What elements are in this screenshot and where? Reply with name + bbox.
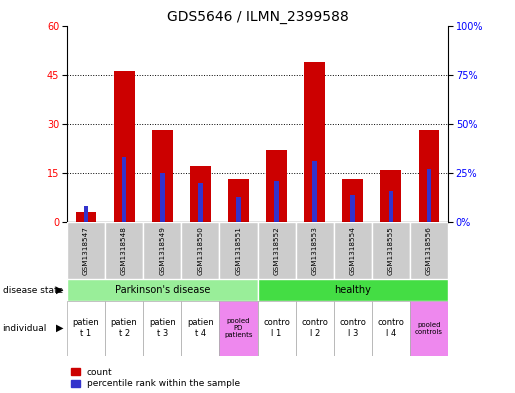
Text: pooled
controls: pooled controls: [415, 321, 443, 335]
Bar: [258, 279, 448, 301]
Text: contro
l 4: contro l 4: [377, 318, 404, 338]
Bar: [419, 130, 439, 222]
Text: Parkinson's disease: Parkinson's disease: [114, 285, 210, 295]
Bar: [114, 72, 134, 222]
Bar: [143, 301, 181, 356]
Text: GSM1318551: GSM1318551: [235, 226, 242, 275]
Bar: [334, 222, 372, 279]
Bar: [258, 222, 296, 279]
Text: GSM1318553: GSM1318553: [312, 226, 318, 275]
Legend: count, percentile rank within the sample: count, percentile rank within the sample: [72, 368, 240, 389]
Bar: [274, 181, 279, 222]
Bar: [122, 157, 126, 222]
Bar: [67, 301, 105, 356]
Text: disease state: disease state: [3, 286, 63, 294]
Bar: [304, 62, 325, 222]
Bar: [181, 301, 219, 356]
Text: GSM1318552: GSM1318552: [273, 226, 280, 275]
Bar: [181, 222, 219, 279]
Text: patien
t 1: patien t 1: [73, 318, 99, 338]
Bar: [105, 222, 143, 279]
Bar: [410, 222, 448, 279]
Text: patien
t 4: patien t 4: [187, 318, 214, 338]
Bar: [105, 301, 143, 356]
Bar: [296, 222, 334, 279]
Text: healthy: healthy: [334, 285, 371, 295]
Text: ▶: ▶: [56, 323, 63, 333]
Text: contro
l 1: contro l 1: [263, 318, 290, 338]
Text: GSM1318547: GSM1318547: [83, 226, 89, 275]
Bar: [236, 196, 241, 222]
Bar: [381, 170, 401, 222]
Bar: [389, 191, 393, 222]
Bar: [143, 222, 181, 279]
Text: contro
l 2: contro l 2: [301, 318, 328, 338]
Bar: [67, 222, 105, 279]
Bar: [372, 301, 410, 356]
Bar: [258, 301, 296, 356]
Bar: [427, 169, 431, 222]
Text: patien
t 2: patien t 2: [111, 318, 138, 338]
Bar: [342, 180, 363, 222]
Text: contro
l 3: contro l 3: [339, 318, 366, 338]
Bar: [67, 279, 258, 301]
Bar: [296, 301, 334, 356]
Bar: [198, 183, 202, 222]
Text: patien
t 3: patien t 3: [149, 318, 176, 338]
Text: GSM1318549: GSM1318549: [159, 226, 165, 275]
Text: GSM1318550: GSM1318550: [197, 226, 203, 275]
Text: GSM1318548: GSM1318548: [121, 226, 127, 275]
Text: ▶: ▶: [56, 285, 63, 295]
Text: pooled
PD
patients: pooled PD patients: [224, 318, 253, 338]
Bar: [190, 166, 211, 222]
Text: GSM1318555: GSM1318555: [388, 226, 394, 275]
Bar: [84, 206, 88, 222]
Bar: [313, 161, 317, 222]
Bar: [410, 301, 448, 356]
Bar: [266, 150, 287, 222]
Bar: [152, 130, 173, 222]
Text: individual: individual: [3, 324, 47, 332]
Text: GSM1318556: GSM1318556: [426, 226, 432, 275]
Bar: [351, 195, 355, 222]
Text: GSM1318554: GSM1318554: [350, 226, 356, 275]
Bar: [219, 301, 258, 356]
Bar: [76, 212, 96, 222]
Bar: [372, 222, 410, 279]
Bar: [334, 301, 372, 356]
Bar: [160, 173, 164, 222]
Bar: [219, 222, 258, 279]
Text: GDS5646 / ILMN_2399588: GDS5646 / ILMN_2399588: [167, 10, 348, 24]
Bar: [228, 180, 249, 222]
